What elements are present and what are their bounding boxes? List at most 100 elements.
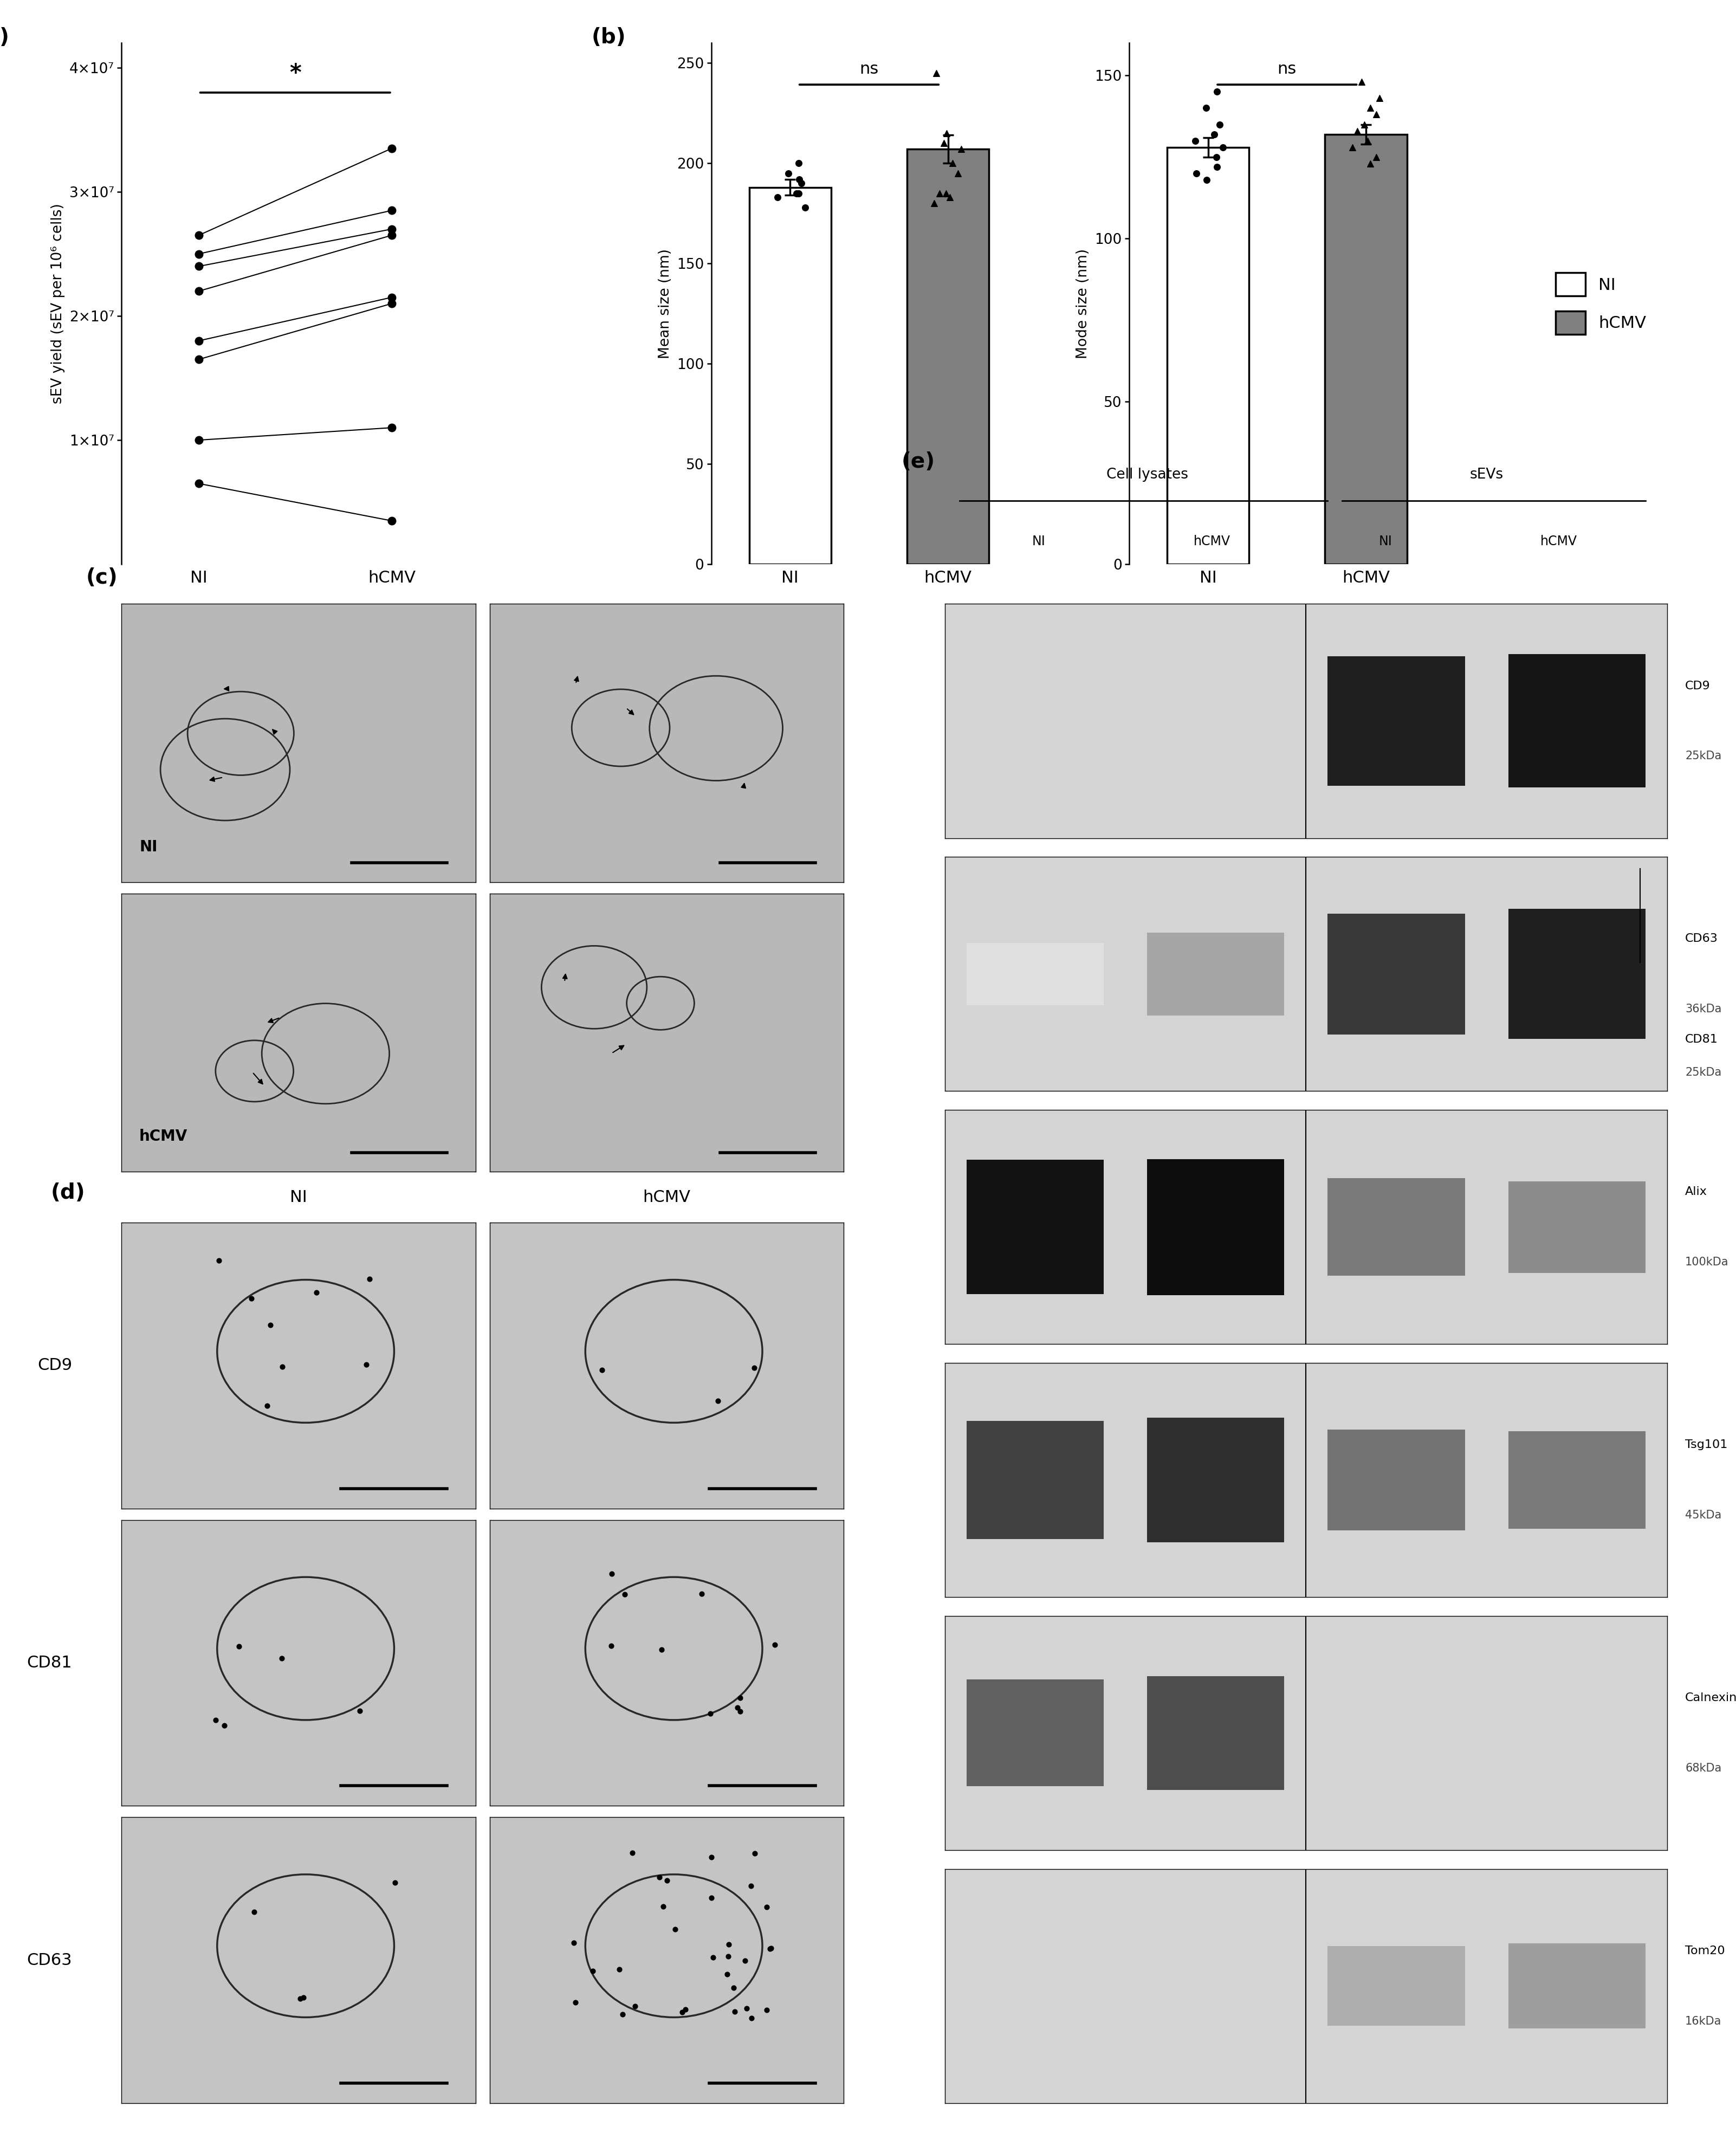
Point <box>1418 485 1446 519</box>
Bar <box>1147 1676 1285 1790</box>
Point <box>1364 82 1392 116</box>
Point <box>785 163 812 197</box>
Point <box>1201 139 1229 174</box>
Point <box>1180 124 1208 159</box>
Text: CD81: CD81 <box>26 1655 71 1672</box>
Text: 45kDa: 45kDa <box>1684 1509 1720 1522</box>
Point <box>774 157 802 191</box>
Point <box>378 131 406 165</box>
Text: (b): (b) <box>590 28 625 47</box>
Bar <box>1147 934 1285 1015</box>
Bar <box>1509 910 1646 1039</box>
Point <box>378 193 406 227</box>
Text: CD9: CD9 <box>1684 680 1710 691</box>
Bar <box>1328 1946 1465 2026</box>
Point <box>1351 197 1378 232</box>
Point <box>783 176 811 210</box>
Text: ns: ns <box>859 60 878 77</box>
Point <box>1200 118 1227 152</box>
Text: Calnexin: Calnexin <box>1684 1693 1736 1704</box>
Point <box>932 176 960 210</box>
Point <box>1338 131 1366 165</box>
Text: CD81: CD81 <box>1684 1034 1717 1045</box>
Text: (a): (a) <box>0 28 9 47</box>
Text: 16kDa: 16kDa <box>1684 2015 1720 2026</box>
Point <box>1363 139 1391 174</box>
Point <box>1356 146 1384 180</box>
Point <box>1203 150 1231 185</box>
Point <box>764 180 792 215</box>
Bar <box>1328 1429 1465 1530</box>
Point <box>1205 107 1233 142</box>
Point <box>184 324 212 358</box>
Point <box>920 187 948 221</box>
Bar <box>967 942 1104 1004</box>
Bar <box>1509 1180 1646 1273</box>
Text: 25kDa: 25kDa <box>1684 1067 1720 1077</box>
Bar <box>1328 657 1465 785</box>
Bar <box>967 1680 1104 1785</box>
Text: NI: NI <box>1378 534 1392 547</box>
Text: NI: NI <box>290 1189 307 1206</box>
Text: 68kDa: 68kDa <box>1684 1762 1720 1773</box>
Point <box>785 146 812 180</box>
Bar <box>906 150 990 564</box>
Y-axis label: Mean size (nm): Mean size (nm) <box>658 249 672 358</box>
Text: CD63: CD63 <box>26 1953 71 1968</box>
Point <box>788 165 816 200</box>
Point <box>378 410 406 444</box>
Y-axis label: sEV yield (sEV per 10⁶ cells): sEV yield (sEV per 10⁶ cells) <box>50 204 64 403</box>
Y-axis label: Mode size (nm): Mode size (nm) <box>1076 249 1090 358</box>
Point <box>378 212 406 247</box>
Point <box>948 133 976 167</box>
Text: ns: ns <box>1278 60 1297 77</box>
Point <box>1491 204 1519 238</box>
Point <box>785 176 812 210</box>
Text: Tom20: Tom20 <box>1684 1946 1724 1957</box>
Point <box>925 176 953 210</box>
Bar <box>748 187 832 564</box>
Text: hCMV: hCMV <box>642 1189 691 1206</box>
Text: 100kDa: 100kDa <box>1684 1258 1729 1268</box>
Point <box>1193 90 1220 124</box>
Point <box>378 219 406 253</box>
Point <box>1608 416 1635 451</box>
Text: Alix: Alix <box>1684 1187 1706 1197</box>
Point <box>944 157 972 191</box>
Bar <box>1509 1944 1646 2028</box>
Point <box>792 191 819 225</box>
Bar <box>1147 1419 1285 1543</box>
Point <box>184 275 212 309</box>
Text: *: * <box>290 62 300 86</box>
Text: hCMV: hCMV <box>139 1129 187 1144</box>
Legend: NI, hCMV: NI, hCMV <box>1555 273 1646 335</box>
Bar <box>1325 135 1406 564</box>
Text: 36kDa: 36kDa <box>1684 1004 1720 1015</box>
Point <box>1432 1026 1460 1060</box>
Bar <box>1167 148 1248 564</box>
Point <box>1672 92 1700 127</box>
Text: CD63: CD63 <box>1684 934 1717 944</box>
Point <box>932 116 960 150</box>
Text: sEVs: sEVs <box>1469 468 1503 483</box>
Text: (d): (d) <box>50 1182 85 1204</box>
Text: 25kDa: 25kDa <box>1684 751 1720 762</box>
Point <box>378 281 406 315</box>
Text: NI: NI <box>1031 534 1045 547</box>
Point <box>936 180 963 215</box>
Text: Cell lysates: Cell lysates <box>1106 468 1187 483</box>
Point <box>378 285 406 320</box>
Bar <box>1328 1178 1465 1277</box>
Text: hCMV: hCMV <box>1540 534 1576 547</box>
Point <box>184 341 212 376</box>
Point <box>184 423 212 457</box>
Point <box>1139 865 1167 899</box>
Point <box>1203 75 1231 109</box>
Bar <box>1509 1431 1646 1528</box>
Text: Tsg101: Tsg101 <box>1684 1440 1727 1451</box>
Point <box>922 56 950 90</box>
Point <box>184 236 212 270</box>
Bar <box>967 1159 1104 1294</box>
Bar <box>1509 655 1646 788</box>
Point <box>1351 107 1378 142</box>
